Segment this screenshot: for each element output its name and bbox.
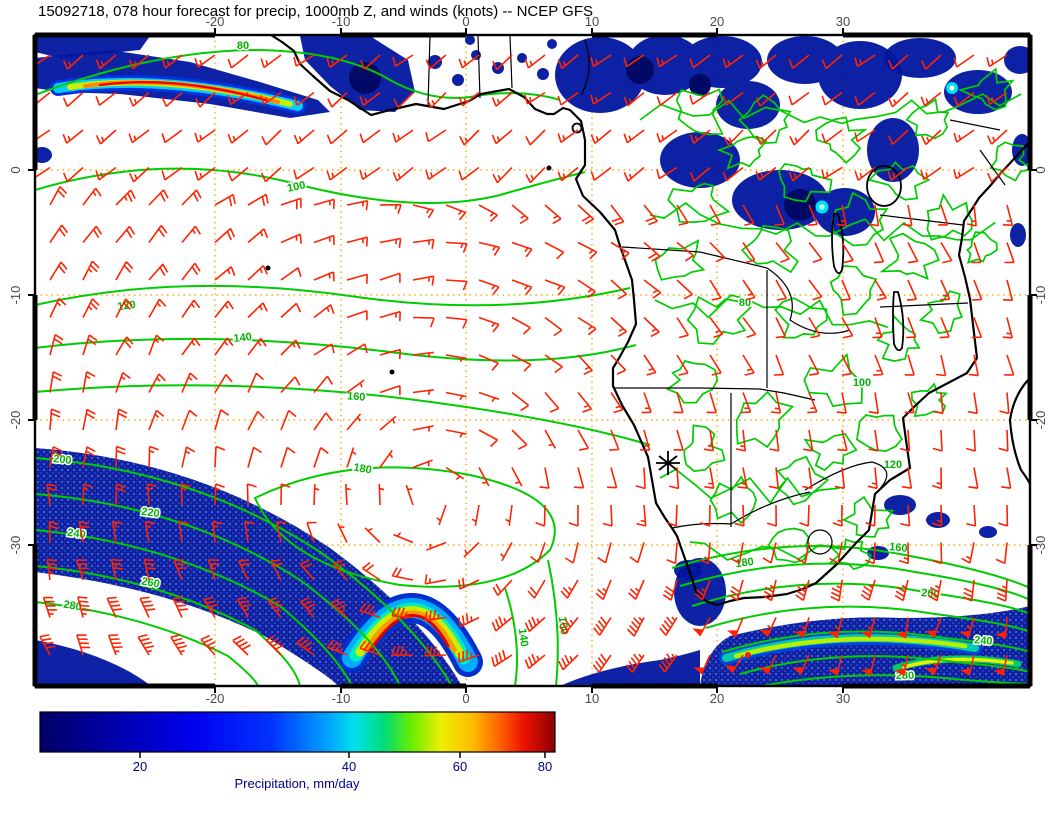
islands [265,122,583,375]
lon-tick-label: -20 [206,14,225,29]
lat-tick-label: -30 [1033,536,1048,555]
wind-barb-staffs [35,54,1015,676]
contour-label: 100 [286,179,306,195]
borders-layer [427,35,1006,555]
lon-tick-label: -10 [332,691,351,706]
colorbar-ticks [139,752,546,758]
lon-tick-label: 0 [462,14,469,29]
heavy-precip-streak [50,74,306,114]
lon-tick-label: -20 [206,691,225,706]
contour-label: 80 [237,40,249,52]
height-contours-layer [35,48,1030,686]
coastline-layer [265,35,1030,607]
lon-tick-label: 10 [585,14,599,29]
lon-tick-label: 10 [585,691,599,706]
colorbar-tick-label: 80 [538,759,552,774]
colorbar-tick-label: 40 [342,759,356,774]
lon-axis-top: -20 -10 0 10 20 30 [206,14,851,29]
lakes [831,165,905,352]
contour-label: 180 [352,462,372,477]
lat-tick-label: 0 [1033,166,1048,173]
station-marker [656,451,680,475]
contour-label: 100 [853,377,871,389]
lat-tick-label: -20 [1033,411,1048,430]
contour-label: 160 [556,616,570,636]
lon-tick-label: 30 [836,14,850,29]
lat-tick-label: -10 [1033,286,1048,305]
colorbar: 20 40 60 80 Precipitation, mm/day [39,711,556,791]
contour-label: 160 [889,541,909,555]
contour-label: 240 [974,634,993,648]
lon-tick-label: 20 [710,691,724,706]
colorbar-tick-label: 60 [453,759,467,774]
contour-label: 220 [140,506,160,520]
contour-label: 120 [884,459,902,471]
lon-tick-label: 30 [836,691,850,706]
lat-tick-label: -20 [8,411,23,430]
contour-label: 240 [66,527,86,541]
lon-tick-label: 0 [462,691,469,706]
wind-barbs-layer [35,54,1015,676]
madagascar-coast [1008,377,1030,485]
colorbar-tick-label: 20 [133,759,147,774]
heavy-precip-front-core [337,593,483,677]
frame [28,28,1037,693]
lon-tick-label: 20 [710,14,724,29]
plot-title: 15092718, 078 hour forecast for precip, … [38,3,593,20]
africa-coastline [270,35,1030,607]
lon-tick-label: -10 [332,14,351,29]
precip-southern-streaks [719,631,1022,672]
contour-label: 140 [233,331,253,345]
colorbar-gradient [39,711,556,753]
grid-layer [35,35,1030,686]
contour-label: 260 [140,576,160,591]
lon-axis-bottom: -20 -10 0 10 20 30 [206,691,851,706]
contour-label: 140 [516,628,530,648]
contour-label: 160 [347,390,366,403]
colorbar-title: Precipitation, mm/day [235,776,360,791]
lat-tick-label: -30 [8,536,23,555]
lat-axis-right: 0 -10 -20 -30 [1033,166,1048,554]
lat-tick-label: 0 [8,166,23,173]
lat-tick-label: -10 [8,286,23,305]
contour-label: 200 [53,453,73,467]
lat-axis-left: 0 -10 -20 -30 [8,166,23,554]
